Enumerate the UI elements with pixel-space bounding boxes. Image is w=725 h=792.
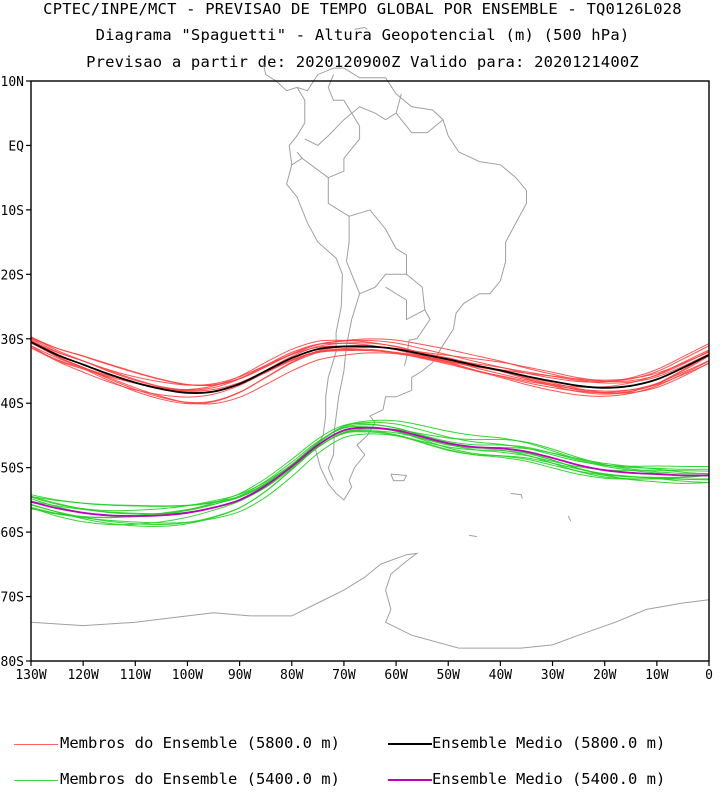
lat-tick-label: 40S xyxy=(1,397,24,412)
ensemble-member-5400 xyxy=(30,433,710,524)
longitude-axis: 130W 120W 110W 100W 90W 80W 70W 60W 50W 40W 30W 20W… xyxy=(15,661,713,683)
ensemble-mean-5800 xyxy=(30,341,710,394)
coastline-segment xyxy=(567,515,572,522)
legend-members-5400-label: Membros do Ensemble (5400.0 m) xyxy=(60,770,340,788)
lon-tick-label: 110W xyxy=(120,668,151,683)
lon-tick-label: 20W xyxy=(593,668,617,683)
lon-tick-label: 30W xyxy=(541,668,565,683)
coastline-segment xyxy=(327,261,361,481)
coastline-segment xyxy=(286,67,527,501)
coastline-segment xyxy=(469,534,477,538)
ensemble-member-5800 xyxy=(30,336,710,391)
ensemble-member-5800 xyxy=(30,337,710,386)
legend-members-5800-swatch xyxy=(14,744,58,745)
lat-tick-label: 10S xyxy=(1,204,24,219)
legend-mean-5800-swatch xyxy=(388,743,432,745)
legend-mean-5400-label: Ensemble Medio (5400.0 m) xyxy=(432,770,666,788)
lon-tick-label: 130W xyxy=(15,668,46,683)
ensemble-member-5400 xyxy=(30,427,710,512)
lat-tick-label: EQ xyxy=(8,139,24,154)
coastline-segment xyxy=(291,157,329,179)
figure-forecast-dates: Previsao a partir de: 2020120900Z Valido… xyxy=(86,53,639,71)
coastline-segment xyxy=(304,93,402,146)
coastline-segment xyxy=(348,209,407,295)
legend-members-5800-label: Membros do Ensemble (5800.0 m) xyxy=(60,734,340,752)
coastline-segment xyxy=(296,151,303,159)
legend-members-5400-swatch xyxy=(14,780,58,781)
coastline-segment xyxy=(262,61,298,92)
legend-mean-5800-label: Ensemble Medio (5800.0 m) xyxy=(432,734,666,752)
legend-mean-5400-swatch xyxy=(388,779,432,781)
contour-lines xyxy=(30,336,710,527)
coastlines xyxy=(30,26,710,649)
latitude-axis: 10N EQ 10S 20S 30S 40S 50S 60S 70S 80S xyxy=(1,75,31,670)
coastline-segment xyxy=(395,112,444,134)
coastline-segment xyxy=(327,74,361,262)
lon-tick-label: 70W xyxy=(332,668,356,683)
lat-tick-label: 50S xyxy=(1,462,24,477)
coastline-segment xyxy=(510,492,523,499)
lon-tick-label: 60W xyxy=(384,668,408,683)
ensemble-member-5400 xyxy=(30,419,710,507)
lat-tick-label: 30S xyxy=(1,333,24,348)
lat-tick-label: 60S xyxy=(1,526,24,541)
coastline-segment xyxy=(385,273,426,321)
lat-tick-label: 80S xyxy=(1,655,24,670)
coastline-segment xyxy=(30,552,710,649)
ensemble-member-5800 xyxy=(30,341,710,405)
figure-subtitle: Diagrama "Spaguetti" - Altura Geopotenci… xyxy=(95,26,630,44)
coastline-segment xyxy=(403,309,431,366)
lon-tick-label: 80W xyxy=(280,668,304,683)
lon-tick-label: 100W xyxy=(172,668,203,683)
lat-tick-label: 20S xyxy=(1,268,24,283)
spaghetti-map: 10N EQ 10S 20S 30S 40S 50S 60S 70S 80S 130W 120W 11… xyxy=(1,26,713,683)
ensemble-member-5400 xyxy=(30,430,710,518)
ensemble-member-5400 xyxy=(30,424,710,515)
lat-tick-label: 10N xyxy=(1,75,24,90)
coastline-segment xyxy=(354,26,368,30)
ensemble-member-5400 xyxy=(30,428,710,519)
lon-tick-label: 10W xyxy=(645,668,669,683)
lon-tick-label: 90W xyxy=(228,668,252,683)
map-frame xyxy=(30,80,710,662)
coastline-segment xyxy=(390,473,408,482)
lon-tick-label: 120W xyxy=(67,668,98,683)
lon-tick-label: 0 xyxy=(705,668,713,683)
ensemble-mean-5400 xyxy=(30,426,710,517)
figure-title: CPTEC/INPE/MCT - PREVISAO DE TEMPO GLOBA… xyxy=(43,0,682,18)
lat-tick-label: 70S xyxy=(1,591,24,606)
lon-tick-label: 40W xyxy=(489,668,513,683)
ensemble-member-5400 xyxy=(30,421,710,507)
ensemble-member-5800 xyxy=(30,336,710,387)
ensemble-member-5800 xyxy=(30,340,710,393)
ensemble-member-5800 xyxy=(30,345,710,405)
lon-tick-label: 50W xyxy=(436,668,460,683)
